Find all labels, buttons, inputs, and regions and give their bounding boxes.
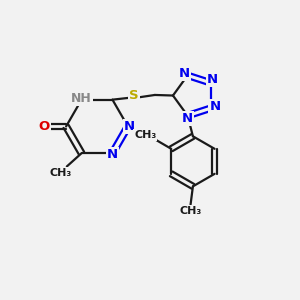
Text: N: N	[207, 73, 218, 86]
Text: N: N	[182, 112, 193, 125]
Text: N: N	[209, 100, 220, 113]
Text: N: N	[178, 67, 190, 80]
Text: CH₃: CH₃	[49, 168, 71, 178]
Text: O: O	[38, 120, 50, 133]
Text: CH₃: CH₃	[179, 206, 202, 216]
Text: CH₃: CH₃	[134, 130, 157, 140]
Text: S: S	[129, 89, 139, 102]
Text: N: N	[107, 148, 118, 161]
Text: NH: NH	[71, 92, 92, 105]
Text: N: N	[124, 120, 135, 133]
